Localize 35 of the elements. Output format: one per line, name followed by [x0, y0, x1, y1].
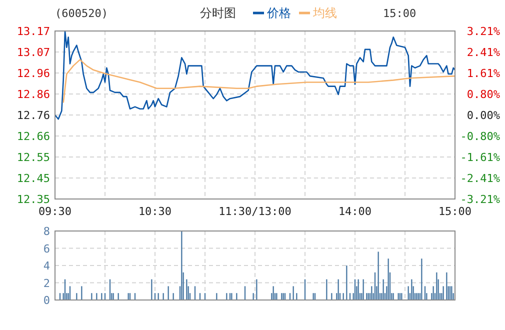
y-tick-label: 12.55: [16, 151, 50, 164]
legend-label: 均线: [312, 6, 337, 20]
y2-tick-label: -1.61%: [460, 151, 500, 164]
y2-tick-label: -2.41%: [460, 172, 500, 185]
x-tick-label: 09:30: [38, 205, 72, 218]
chart-title: (600520): [55, 7, 108, 20]
y2-tick-label: 1.61%: [466, 67, 500, 80]
y-tick-label: 13.07: [16, 46, 50, 59]
y-tick-label: 12.66: [16, 130, 50, 143]
y2-tick-label: -3.21%: [460, 193, 500, 206]
x-tick-label: 15:00: [438, 205, 472, 218]
y-tick-label: 12.76: [16, 109, 50, 122]
y-tick-label: 8: [43, 225, 50, 238]
y-tick-label: 13.17: [16, 25, 50, 38]
x-tick-label: 11:30/13:00: [218, 205, 292, 218]
text: 15:00: [383, 7, 416, 20]
line-series: [62, 59, 456, 104]
y-tick-label: 0: [43, 294, 50, 307]
chart-subtitle: 分时图: [200, 6, 236, 20]
y-tick-label: 6: [43, 242, 50, 256]
y-tick-label: 12.86: [16, 88, 50, 101]
legend-label: 价格: [266, 6, 291, 20]
y-tick-label: 2: [43, 276, 50, 290]
y2-tick-label: 0.00%: [466, 109, 500, 122]
y2-tick-label: -0.80%: [460, 130, 500, 143]
y2-tick-label: 2.41%: [466, 46, 500, 59]
x-tick-label: 14:00: [338, 205, 372, 218]
line-series: [54, 30, 456, 120]
x-tick-label: 10:30: [138, 205, 172, 218]
y2-tick-label: 3.21%: [466, 25, 500, 38]
y-tick-label: 4: [43, 260, 50, 272]
y-tick-label: 12.96: [16, 67, 50, 80]
y-tick-label: 12.45: [16, 172, 50, 185]
y2-tick-label: 0.80%: [466, 88, 500, 101]
y-tick-label: 12.35: [16, 193, 50, 206]
